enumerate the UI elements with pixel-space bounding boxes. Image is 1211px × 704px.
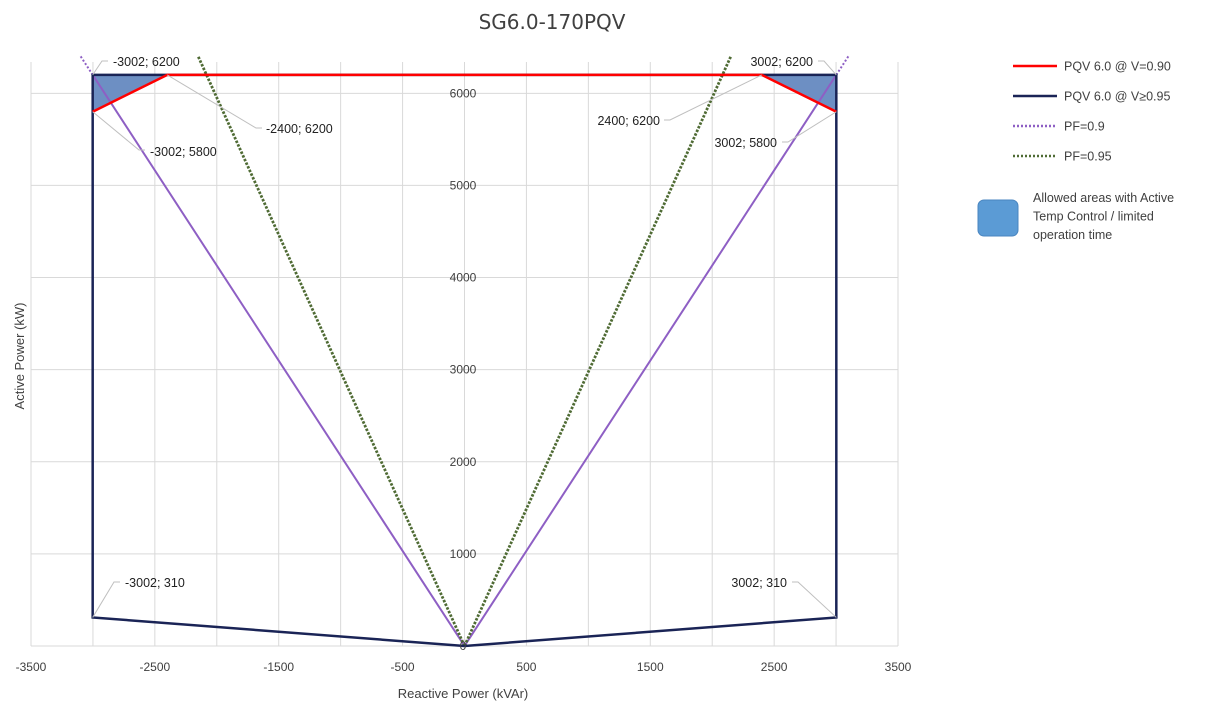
series-line-pf09-gap	[835, 55, 850, 76]
annotation-label: 3002; 310	[731, 576, 787, 590]
annotation-leader	[92, 111, 145, 151]
legend-label-allowed-area: operation time	[1033, 228, 1112, 242]
y-tick-label: 1000	[450, 547, 477, 561]
y-tick-label: 0	[460, 639, 467, 653]
legend: PQV 6.0 @ V=0.90 PQV 6.0 @ V≥0.95 PF=0.9 PF…	[977, 60, 1174, 242]
x-tick-label: -1500	[263, 660, 294, 674]
annotation-leader	[792, 581, 837, 618]
annotation-label: -3002; 310	[125, 576, 185, 590]
y-tick-label: 6000	[450, 86, 477, 100]
x-tick-label: 1500	[637, 660, 664, 674]
legend-label-allowed-area: Temp Control / limited	[1033, 210, 1154, 224]
y-tick-label: 3000	[450, 363, 477, 377]
legend-label-pf09: PF=0.9	[1064, 120, 1105, 134]
annotations: -3002; 6200 -2400; 6200 -3002; 5800 3002; 6…	[113, 55, 813, 590]
series-line-pf09-gap	[79, 55, 94, 76]
x-tick-label: 500	[516, 660, 536, 674]
annotation-label: 3002; 6200	[750, 55, 813, 69]
annotation-leader	[664, 74, 762, 121]
x-tick-label: 3500	[885, 660, 912, 674]
legend-label-v090: PQV 6.0 @ V=0.90	[1064, 60, 1171, 74]
legend-label-v095: PQV 6.0 @ V≥0.95	[1064, 90, 1170, 104]
legend-swatch-allowed-area	[977, 199, 1019, 237]
x-tick-label: 2500	[761, 660, 788, 674]
legend-label-pf095: PF=0.95	[1064, 150, 1112, 164]
y-tick-label: 2000	[450, 455, 477, 469]
series-line-pf09	[463, 55, 850, 647]
annotation-label: 2400; 6200	[597, 114, 660, 128]
annotation-leader	[92, 581, 120, 618]
annotation-leader	[92, 60, 108, 76]
chart-title: SG6.0-170PQV	[479, 10, 626, 34]
annotation-label: -2400; 6200	[266, 122, 333, 136]
x-tick-label: -500	[391, 660, 415, 674]
series-line-pf09	[79, 55, 466, 647]
annotation-label: -3002; 6200	[113, 55, 180, 69]
annotation-leader	[166, 74, 262, 129]
series-lines	[79, 55, 850, 648]
annotation-leader	[818, 60, 837, 76]
annotation-leaders	[92, 60, 837, 618]
tick-labels: -3500 -2500 -1500 -500 500 1500 2500 3500 0 1000 2…	[16, 86, 912, 674]
y-tick-label: 4000	[450, 271, 477, 285]
x-axis-title: Reactive Power (kVAr)	[398, 686, 529, 701]
x-tick-label: -2500	[140, 660, 171, 674]
annotation-label: -3002; 5800	[150, 145, 217, 159]
x-tick-label: -3500	[16, 660, 47, 674]
series-line-pf095	[463, 55, 733, 647]
annotation-label: 3002; 5800	[714, 136, 777, 150]
series-line-v090	[92, 73, 837, 113]
y-tick-label: 5000	[450, 178, 477, 192]
series-line-pf095	[196, 55, 466, 647]
annotation-leader	[782, 111, 837, 143]
y-axis-title: Active Power (kW)	[12, 303, 27, 410]
legend-label-allowed-area: Allowed areas with Active	[1033, 191, 1174, 205]
